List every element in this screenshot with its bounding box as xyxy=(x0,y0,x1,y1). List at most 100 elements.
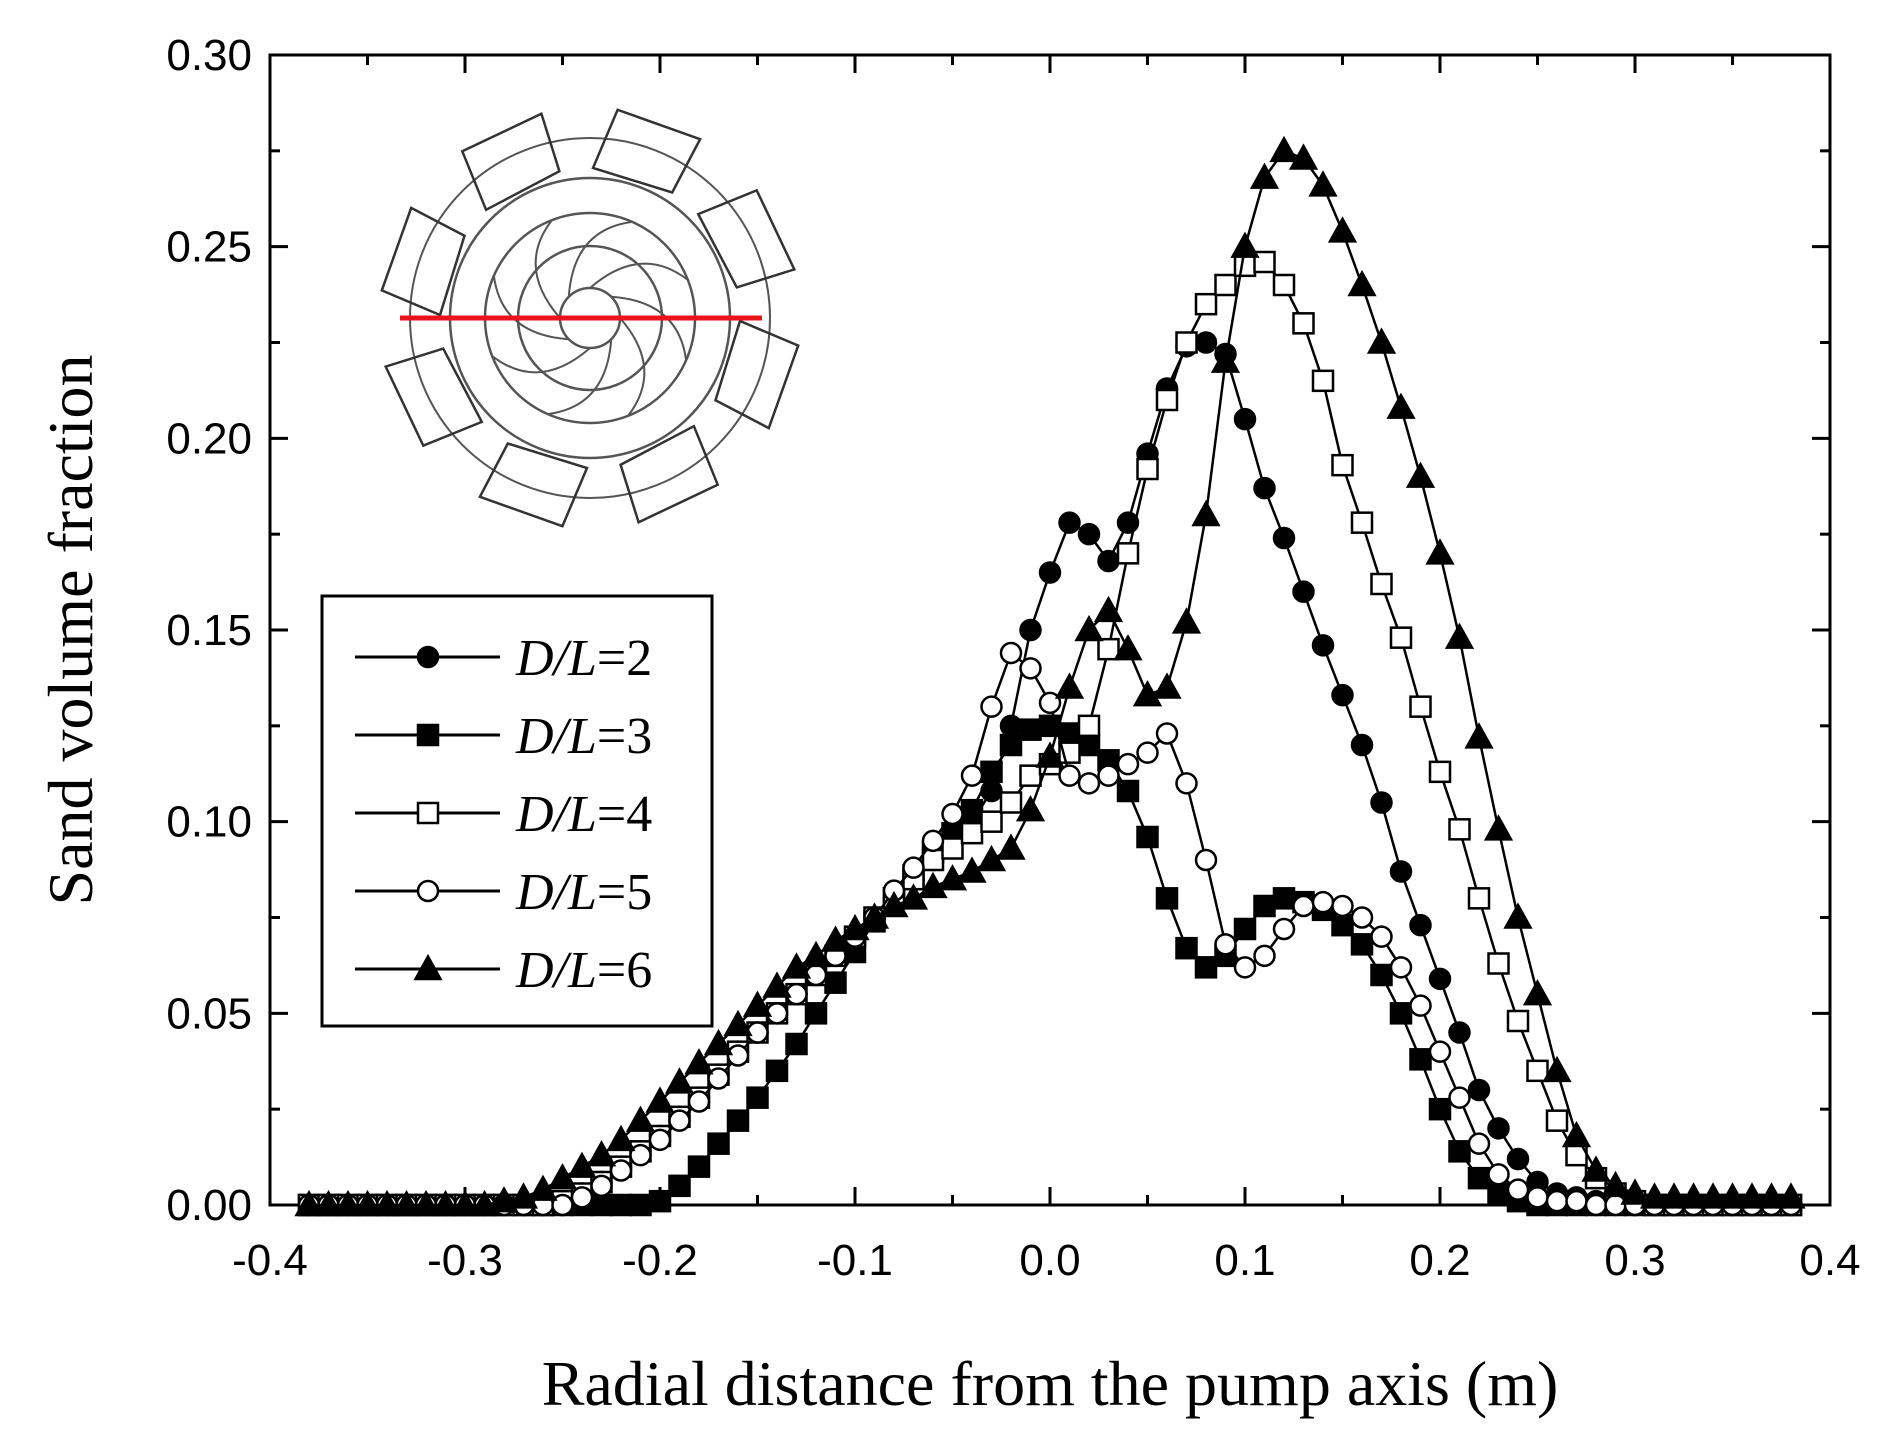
data-point xyxy=(1545,1189,1569,1213)
data-point xyxy=(1308,170,1338,197)
data-point xyxy=(1448,818,1471,841)
data-point xyxy=(668,1109,691,1132)
data-point xyxy=(879,890,909,918)
data-point xyxy=(1350,733,1374,757)
data-point xyxy=(1194,956,1218,979)
data-point xyxy=(1428,1097,1452,1121)
axes-ticks: -0.4 -0.3 -0.2 -0.1 0.0 0.1 0.2 0.3 0.4 0.00 0.05 0… xyxy=(166,31,1860,1285)
data-point xyxy=(1389,1002,1413,1025)
data-point xyxy=(687,1155,711,1178)
data-point xyxy=(1077,714,1101,738)
data-point xyxy=(1253,476,1276,500)
data-point xyxy=(1776,1182,1806,1209)
data-point xyxy=(1194,292,1218,316)
data-point xyxy=(1214,273,1237,297)
data-point xyxy=(1659,1182,1689,1209)
data-point xyxy=(723,1009,753,1037)
data-point xyxy=(586,1140,617,1167)
data-point xyxy=(1327,216,1358,243)
data-point xyxy=(1737,1182,1767,1209)
data-point xyxy=(1561,1120,1592,1148)
data-point xyxy=(1116,752,1140,776)
data-point xyxy=(352,1189,383,1217)
legend-entry: D/L=6 xyxy=(355,942,652,999)
data-point xyxy=(1311,634,1335,657)
data-point xyxy=(999,714,1023,738)
data-point xyxy=(1272,526,1296,550)
legend-entry: D/L=3 xyxy=(355,708,652,765)
legend-label: D/L=2 xyxy=(515,630,652,687)
data-point xyxy=(1058,722,1081,745)
data-point xyxy=(1019,618,1042,642)
legend-marker xyxy=(416,723,440,747)
data-point xyxy=(1214,933,1237,956)
data-point xyxy=(1113,634,1143,661)
x-tick-label: 0.2 xyxy=(1409,1236,1470,1285)
data-point xyxy=(1233,917,1257,941)
data-point xyxy=(1210,346,1241,373)
data-point xyxy=(489,1186,519,1213)
data-point xyxy=(1331,913,1354,937)
data-point xyxy=(1483,814,1514,841)
data-point xyxy=(1409,695,1432,718)
data-point xyxy=(1233,956,1257,979)
data-point xyxy=(999,791,1023,814)
data-point xyxy=(726,1044,750,1067)
data-point xyxy=(1074,614,1104,642)
data-point xyxy=(1175,936,1198,960)
data-point xyxy=(765,1059,789,1083)
data-point xyxy=(1175,772,1198,795)
data-point xyxy=(1487,1163,1510,1186)
legend-entry: D/L=5 xyxy=(355,864,652,921)
data-point xyxy=(1019,764,1042,787)
data-point xyxy=(1522,979,1553,1006)
data-point xyxy=(1526,1186,1549,1209)
data-point xyxy=(1272,887,1296,910)
data-point xyxy=(1152,672,1182,699)
data-point xyxy=(1230,231,1260,258)
data-point xyxy=(1019,657,1042,680)
data-point xyxy=(1331,894,1354,918)
data-point xyxy=(1311,890,1335,914)
data-point xyxy=(1370,791,1393,814)
data-point xyxy=(1194,331,1218,354)
x-tick-label: 0.0 xyxy=(1019,1236,1080,1285)
data-point xyxy=(1503,902,1533,929)
data-point xyxy=(1116,779,1140,803)
data-point xyxy=(980,695,1003,718)
data-point xyxy=(941,837,964,860)
legend-marker xyxy=(413,953,443,981)
data-point xyxy=(629,1143,652,1167)
data-point xyxy=(1132,680,1163,707)
x-tick-label: -0.3 xyxy=(427,1236,503,1285)
data-point xyxy=(1116,542,1140,565)
inset-blade xyxy=(589,262,689,289)
data-point xyxy=(1487,1182,1510,1205)
data-point xyxy=(1038,691,1062,715)
data-point xyxy=(980,810,1003,833)
data-point xyxy=(1038,561,1062,584)
data-point xyxy=(1467,887,1491,910)
data-point xyxy=(1350,906,1374,929)
data-point xyxy=(1464,722,1494,749)
data-point xyxy=(629,1193,652,1217)
data-point xyxy=(960,821,984,845)
legend-marker xyxy=(416,879,440,903)
data-point xyxy=(570,1186,594,1209)
data-point xyxy=(1347,269,1377,297)
data-point xyxy=(1054,672,1085,699)
data-point xyxy=(1155,388,1179,412)
inset-blade xyxy=(491,347,591,374)
data-point xyxy=(746,1086,769,1109)
data-point xyxy=(1678,1182,1709,1209)
data-point xyxy=(1545,1109,1569,1132)
data-point xyxy=(1425,538,1455,565)
data-point xyxy=(1370,572,1393,596)
data-point xyxy=(1093,595,1124,623)
legend-entry: D/L=4 xyxy=(355,786,652,843)
data-point xyxy=(703,1028,734,1056)
y-axis-title: Sand volume fraction xyxy=(35,355,106,906)
data-point xyxy=(1584,1193,1608,1217)
data-point xyxy=(684,1048,714,1075)
